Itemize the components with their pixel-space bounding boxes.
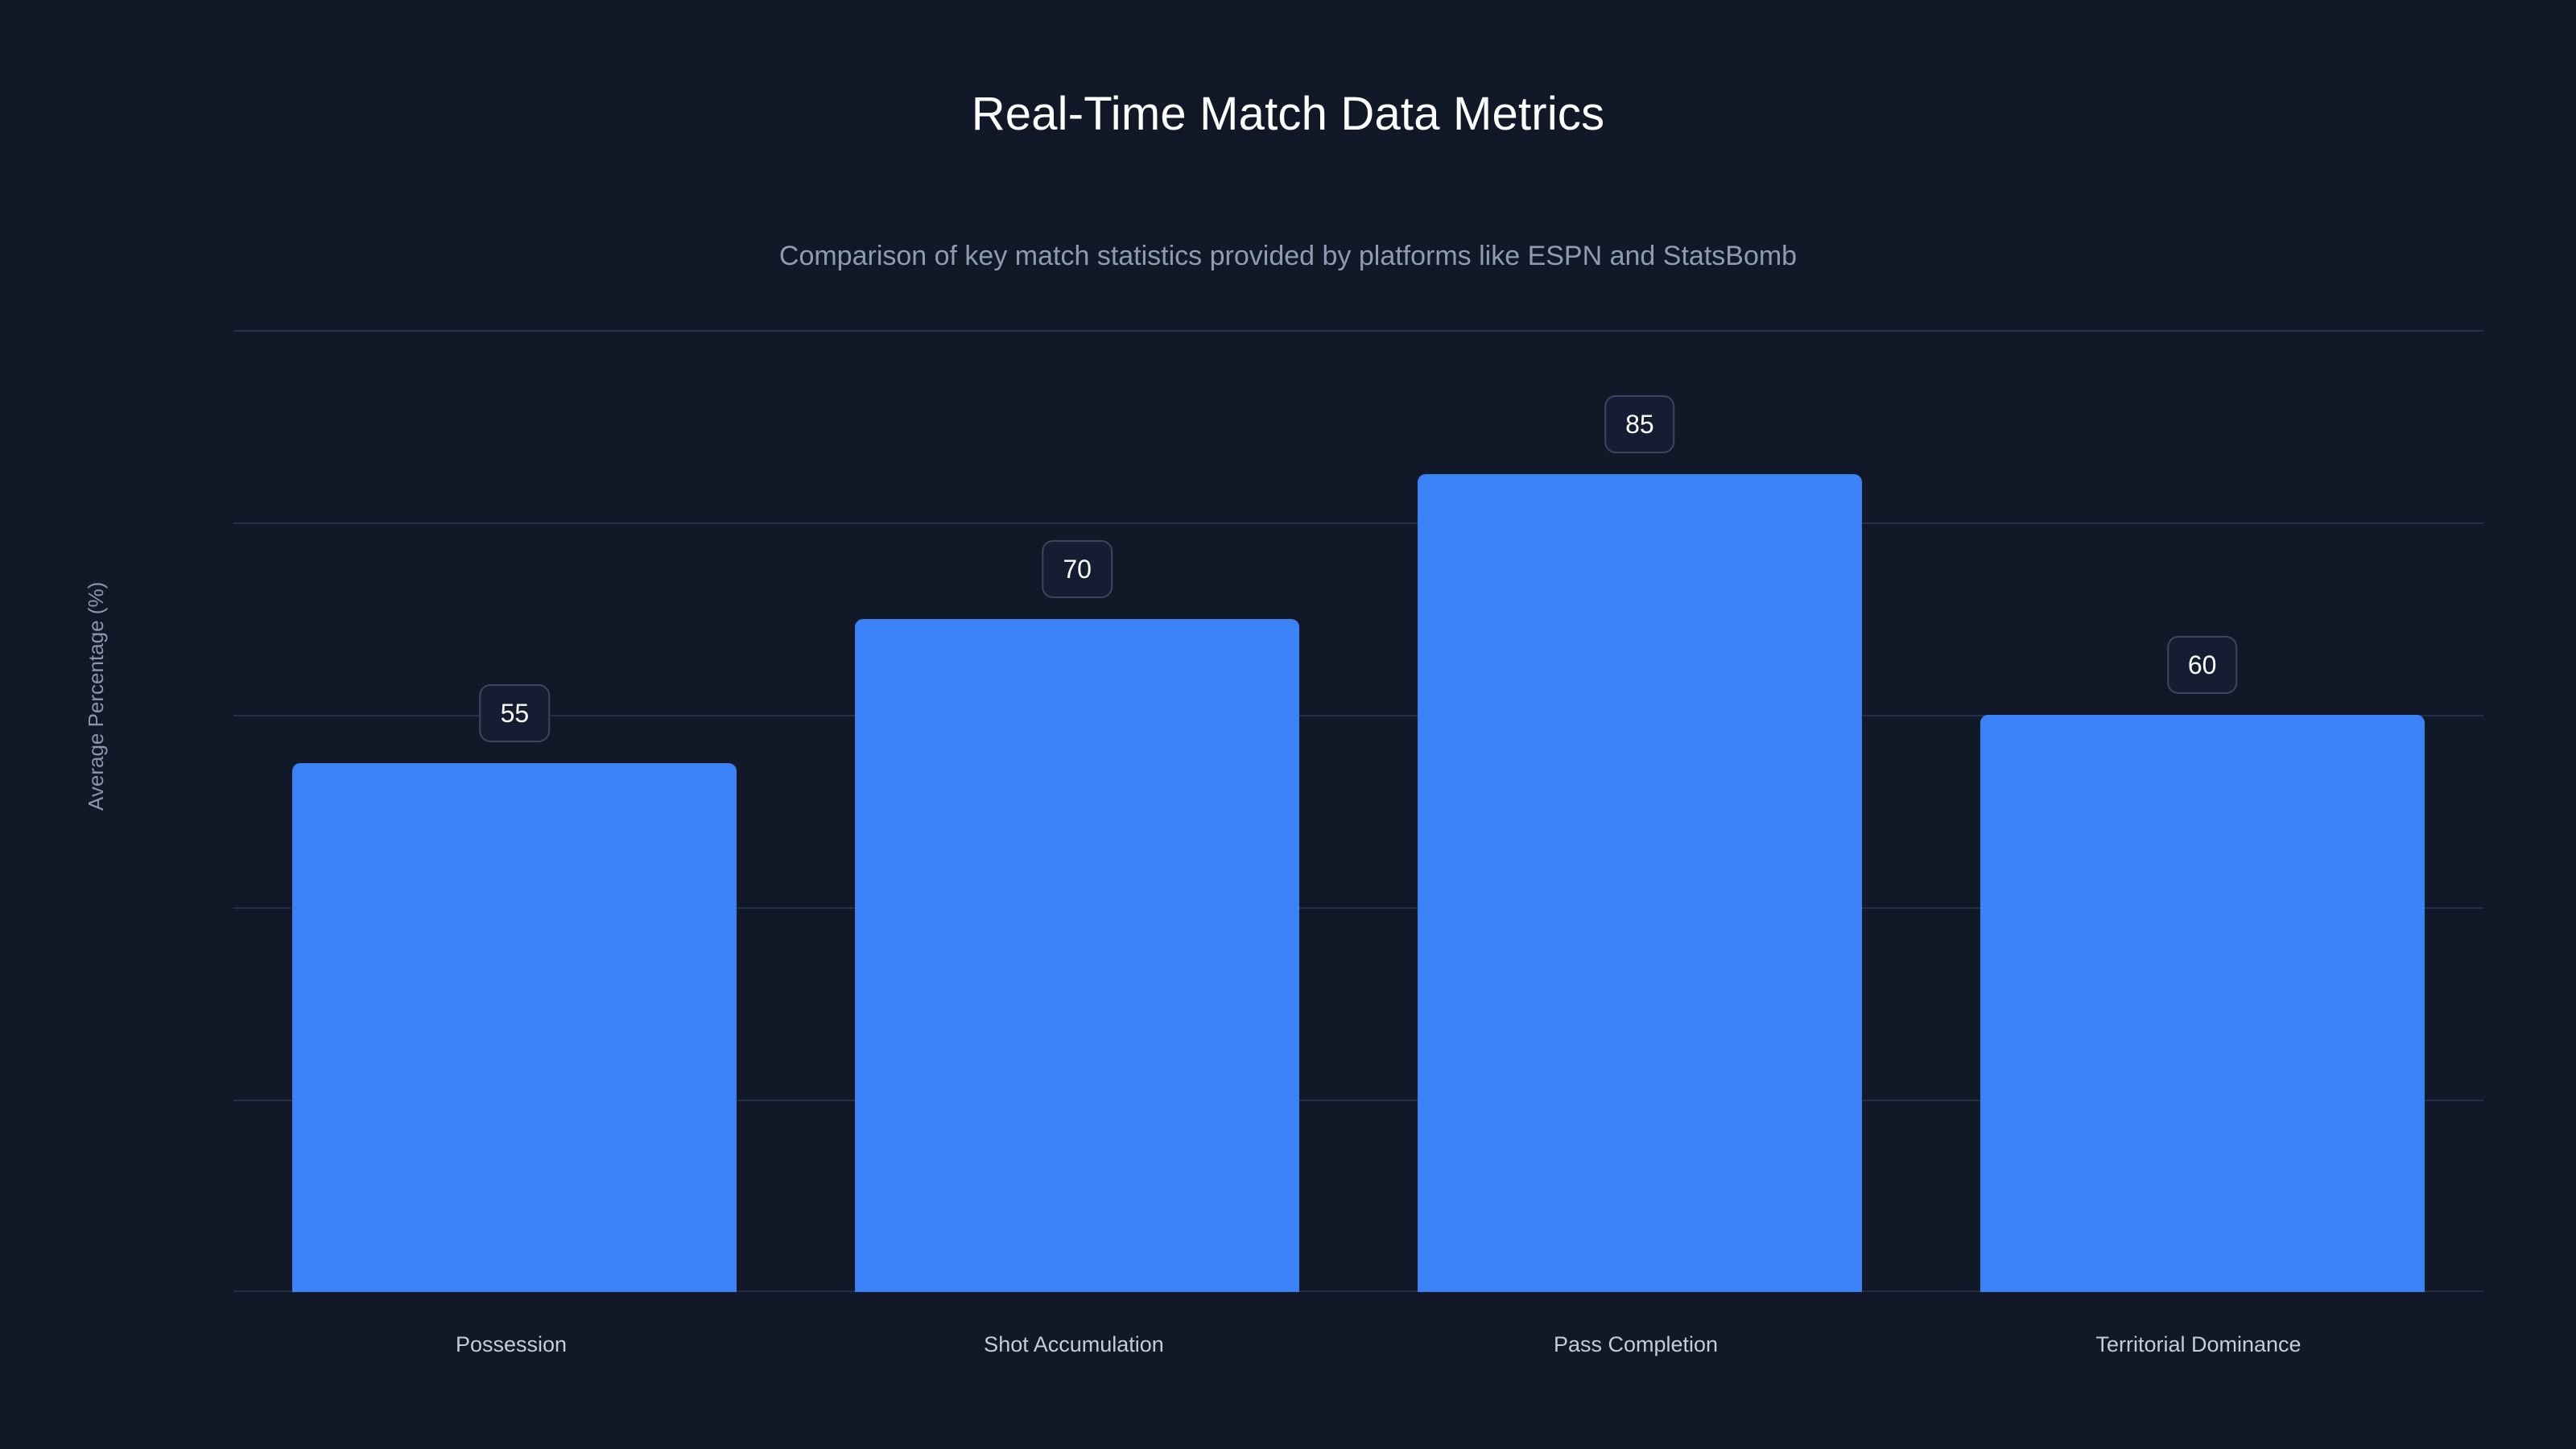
bar-possession[interactable] [292,762,737,1292]
value-badge-shot-accumulation: 70 [1042,539,1113,598]
bar-pass-completion[interactable] [1417,474,1862,1292]
bar-slot-2 [1359,330,1922,1292]
x-tick-label-shot-accumulation: Shot Accumulation [984,1332,1164,1356]
bar-slot-1 [796,330,1359,1292]
bar-slot-3 [1921,330,2483,1292]
value-badge-pass-completion: 85 [1604,395,1675,454]
value-badge-possession: 55 [479,683,551,742]
gridline-40 [233,907,2483,909]
bar-shot-accumulation[interactable] [855,618,1300,1292]
x-tick-label-possession: Possession [455,1332,568,1356]
y-axis-title: Average Percentage (%) [84,581,108,811]
plot-area: 100 80 60 40 20 0 55 70 85 60 [233,330,2483,1292]
gridline-0 [233,1290,2483,1292]
x-tick-label-pass-completion: Pass Completion [1553,1332,1719,1356]
gridline-100 [233,330,2483,332]
gridline-80 [233,522,2483,524]
gridline-20 [233,1100,2483,1101]
bar-territorial-dominance[interactable] [1979,715,2425,1292]
gridline-60 [233,715,2483,716]
x-tick-label-territorial-dominance: Territorial Dominance [2095,1332,2301,1356]
bar-slot-0 [233,330,796,1292]
chart-title: Real-Time Match Data Metrics [971,88,1605,140]
value-badge-territorial-dominance: 60 [2166,636,2238,694]
chart-subtitle: Comparison of key match statistics provi… [778,241,1798,271]
